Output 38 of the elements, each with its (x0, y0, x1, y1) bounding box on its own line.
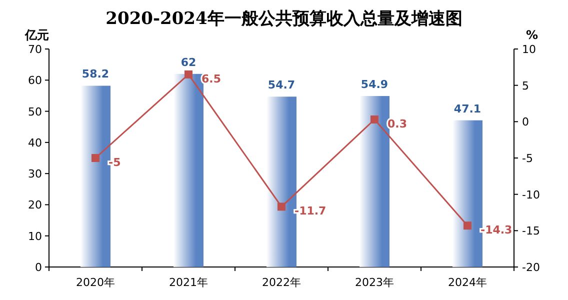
y2-tick-label: 0 (522, 116, 529, 129)
y-tick-label: 60 (28, 74, 42, 88)
point (464, 222, 472, 230)
point (370, 115, 378, 124)
x-tick-label: 2021年 (169, 276, 208, 289)
data-label: 58.2 (82, 68, 110, 81)
x-tick-label: 2020年 (76, 276, 115, 289)
bar (80, 86, 110, 267)
y-tick-label: 50 (28, 105, 42, 118)
point (92, 154, 100, 162)
y-tick-label: 40 (28, 136, 42, 150)
y-axis-title: 亿元 (24, 28, 49, 42)
point (278, 202, 286, 211)
y2-axis-title: % (526, 28, 538, 42)
point (184, 70, 192, 78)
y2-tick-label: -15 (522, 224, 540, 238)
y-tick-label: 0 (35, 261, 42, 274)
y2-tick-label: -10 (522, 188, 540, 202)
data-label: 54.7 (268, 78, 296, 92)
bar (452, 120, 482, 267)
y-tick-label: 10 (28, 230, 42, 243)
x-tick-label: 2023年 (355, 276, 394, 289)
bar (266, 96, 296, 267)
y-tick-label: 20 (28, 198, 42, 212)
y2-tick-label: 5 (522, 79, 529, 92)
chart-title: 2020-2024年一般公共预算收入总量及增速图 (106, 9, 462, 29)
y-tick-label: 70 (28, 43, 42, 56)
data-label: 47.1 (454, 102, 482, 116)
y2-tick-label: -5 (522, 152, 533, 165)
y-tick-label: 30 (28, 168, 42, 181)
bar (174, 74, 204, 267)
data-label: 54.9 (360, 78, 388, 92)
x-tick-label: 2022年 (262, 276, 301, 289)
data-label: 62 (180, 56, 196, 69)
y2-tick-label: -20 (522, 261, 540, 274)
bar (360, 96, 390, 267)
y2-tick-label: 10 (522, 43, 536, 56)
x-tick-label: 2024年 (448, 276, 487, 289)
